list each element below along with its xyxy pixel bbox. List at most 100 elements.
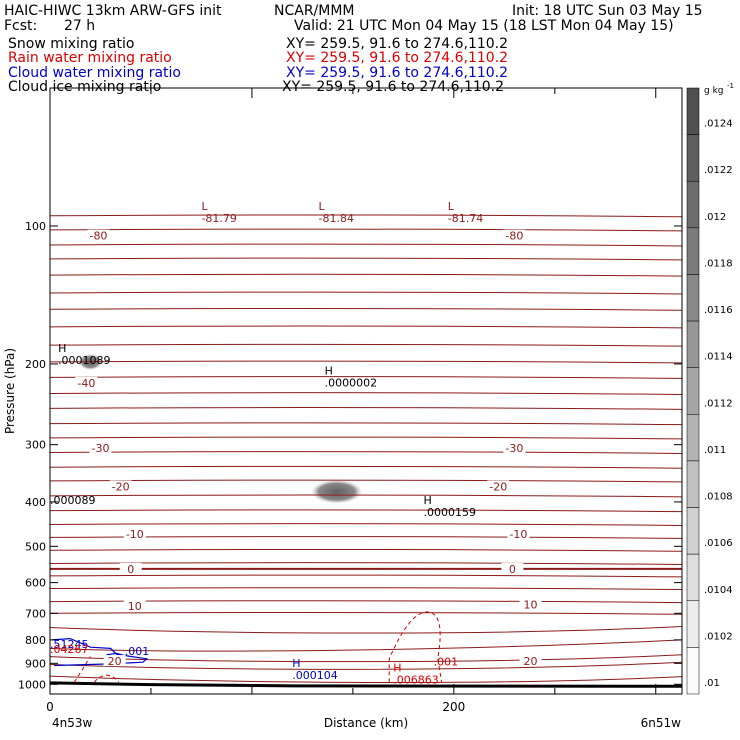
colorbar-label: .011 [704, 445, 726, 456]
colorbar-swatch [686, 320, 700, 368]
colorbar-label: .012 [704, 212, 726, 223]
rain-contour [73, 656, 91, 683]
x-axis-label: Distance (km) [324, 716, 408, 730]
valid-time: Valid: 21 UTC Mon 04 May 15 (18 LST Mon … [294, 18, 674, 34]
colorbar-swatch [686, 180, 700, 229]
isotherm-label: -80 [505, 230, 523, 243]
isotherm-line [49, 548, 683, 552]
y-tick-label: 600 [25, 577, 46, 590]
isotherm-line [49, 574, 683, 578]
init-time: Init: 18 UTC Sun 03 May 15 [512, 3, 703, 19]
colorbar-swatch [686, 367, 700, 415]
isotherm-label-bg [89, 441, 112, 453]
isotherm-label: -10 [509, 528, 527, 541]
extremum-marker: L [448, 200, 455, 213]
isotherm-line [49, 562, 683, 565]
isotherm-label: -20 [489, 480, 507, 493]
ice-patch [310, 479, 363, 504]
isotherm-label: -30 [91, 442, 109, 455]
x-tick-label: 200 [442, 700, 465, 714]
isotherm-line [49, 308, 683, 311]
isotherm-label: 10 [524, 599, 538, 612]
isotherm-line [49, 479, 683, 483]
rain-contour [388, 611, 443, 683]
extremum-value: .0000002 [325, 377, 378, 390]
colorbar-label: .0114 [704, 352, 733, 363]
isotherm-line [49, 273, 683, 277]
colorbar-swatch [686, 460, 700, 508]
rain-contour [94, 674, 120, 683]
extremum-marker: L [319, 200, 326, 213]
isotherm-label-bg [503, 229, 526, 241]
extremum-value: .001 [125, 645, 149, 658]
colorbar-swatch [686, 87, 700, 135]
isotherm-line [49, 360, 683, 364]
isotherm-label: 0 [509, 563, 516, 576]
colorbar-label: .0112 [704, 398, 733, 409]
field-xy-rain: XY= 259.5, 91.6 to 274.6,110.2 [286, 50, 509, 66]
y-tick-label: 100 [25, 220, 46, 233]
colorbar-swatch [686, 647, 700, 695]
y-tick-label: 900 [25, 657, 46, 670]
center-label: NCAR/MMM [274, 3, 355, 19]
isotherm-label-bg [503, 441, 526, 453]
y-tick-label: 700 [25, 607, 46, 620]
plot-frame [49, 87, 683, 695]
colorbar-swatch [686, 274, 700, 322]
isotherm-line [49, 661, 683, 670]
extremum-value: -81.74 [448, 212, 483, 225]
extremum-value: .001 [434, 655, 459, 668]
field-name-cloud-water: Cloud water mixing ratio [8, 65, 181, 81]
field-xy-cloud-ice: XY= 259.5, 91.6 to 274.6,110.2 [282, 79, 505, 95]
isotherm-label-bg [123, 600, 146, 612]
colorbar-label: .0116 [704, 305, 733, 316]
field-name-rain: Rain water mixing ratio [8, 50, 172, 66]
extremum-marker: H [325, 365, 333, 378]
extremum-marker: L [201, 200, 208, 213]
isotherm-line [49, 407, 683, 410]
isotherm-line [49, 257, 683, 261]
isotherm-line [49, 625, 683, 634]
extremum-value: .000089 [50, 494, 96, 507]
isotherm-line [49, 465, 683, 469]
isotherm-line [49, 494, 683, 498]
isotherm-label: -20 [112, 480, 130, 493]
isotherm-line [49, 422, 683, 426]
extremum-marker: H [58, 342, 66, 355]
colorbar-label: .0102 [704, 631, 733, 642]
isotherm-label-bg [507, 528, 530, 540]
extremum-marker: H [292, 657, 300, 670]
extremum-value: -81.84 [319, 212, 354, 225]
colorbar-label: .0106 [704, 538, 733, 549]
isotherm-label: -10 [126, 528, 144, 541]
colorbar-label: .0104 [704, 585, 733, 596]
x-tick-label: 0 [46, 700, 54, 714]
colorbar-unit-exponent: -1 [727, 82, 734, 90]
colorbar-swatch [686, 553, 700, 602]
isotherm-label-bg [75, 376, 98, 388]
extremum-value: .0001089 [58, 354, 111, 367]
isotherm-label-bg [519, 598, 542, 610]
colorbar-swatch [686, 414, 700, 462]
model-title: HAIC-HIWC 13km ARW-GFS init [4, 3, 222, 19]
y-axis-label: Pressure (hPa) [3, 348, 17, 434]
isotherm-line [49, 228, 683, 232]
isotherm-label-bg [501, 562, 524, 574]
extremum-value: -81.79 [201, 212, 236, 225]
isotherm-line [49, 509, 683, 513]
extremum-marker: H [393, 661, 401, 674]
colorbar-label: .01 [704, 678, 720, 689]
colorbar-label: .0124 [704, 119, 733, 130]
field-name-snow: Snow mixing ratio [8, 36, 135, 52]
isotherm-label-bg [109, 480, 132, 492]
field-name-cloud-ice: Cloud ice mixing ratio [8, 79, 162, 95]
y-tick-label: 800 [25, 634, 46, 647]
isotherm-line [49, 451, 683, 454]
isotherm-label: -40 [77, 377, 95, 390]
isotherm-line [49, 376, 683, 379]
forecast-label: Fcst: [4, 18, 38, 34]
isotherm-label: 20 [108, 655, 122, 668]
isotherm-label-bg [519, 655, 542, 667]
y-tick-label: 500 [25, 540, 46, 553]
